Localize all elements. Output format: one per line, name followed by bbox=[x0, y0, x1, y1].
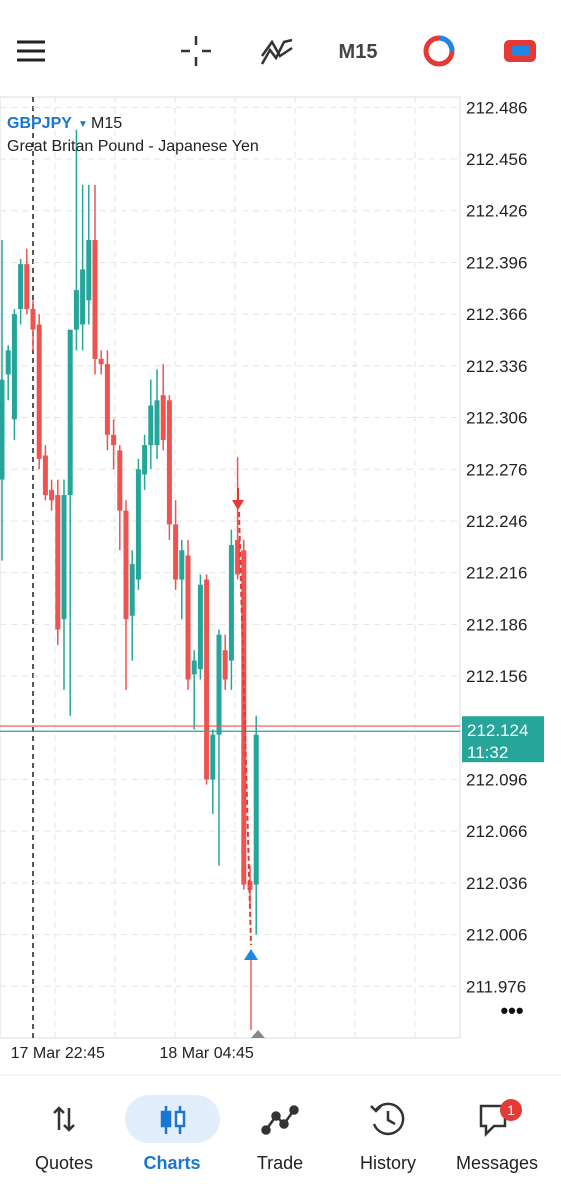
candle-body bbox=[173, 524, 179, 580]
y-tick-label: 211.976 bbox=[466, 977, 526, 996]
nav-item[interactable]: Charts bbox=[143, 1153, 200, 1173]
y-tick-label: 212.036 bbox=[466, 874, 527, 893]
candle-body bbox=[111, 434, 117, 446]
chart bbox=[0, 96, 461, 1039]
candle-body bbox=[222, 650, 228, 680]
x-tick-label: 17 Mar 22:45 bbox=[11, 1045, 105, 1062]
trade-icon bbox=[261, 1105, 299, 1135]
candle-body bbox=[235, 539, 241, 575]
candle-body bbox=[73, 290, 79, 330]
candle-body bbox=[117, 450, 123, 511]
candle-body bbox=[197, 584, 203, 670]
candle-body bbox=[179, 550, 185, 580]
chart-timeframe: M15 bbox=[91, 115, 122, 132]
bid-time: 11:32 bbox=[467, 743, 508, 762]
y-tick-label: 212.456 bbox=[466, 150, 527, 169]
quotes-icon bbox=[53, 1106, 75, 1132]
candle-body bbox=[160, 395, 166, 440]
y-tick-label: 212.366 bbox=[466, 305, 527, 324]
candle-body bbox=[11, 314, 17, 420]
candle-body bbox=[86, 240, 92, 301]
candle-body bbox=[210, 734, 216, 780]
trade-markers bbox=[232, 488, 265, 1038]
charts-icon bbox=[160, 1106, 186, 1134]
y-tick-label: 212.156 bbox=[466, 667, 527, 686]
active-pill bbox=[125, 1095, 220, 1143]
candle-body bbox=[191, 660, 197, 675]
candle-body bbox=[216, 634, 222, 735]
candle-body bbox=[241, 550, 247, 885]
grid bbox=[54, 97, 416, 1038]
history-icon bbox=[370, 1102, 405, 1136]
more-button[interactable]: ••• bbox=[500, 998, 523, 1023]
indicators-button[interactable] bbox=[260, 38, 293, 65]
nav-item[interactable]: History bbox=[360, 1153, 416, 1173]
y-tick-label: 212.096 bbox=[466, 770, 527, 789]
x-tick-label: 18 Mar 04:45 bbox=[159, 1045, 253, 1062]
candle-body bbox=[104, 364, 110, 435]
nav-item[interactable]: Trade bbox=[257, 1153, 303, 1173]
candle-body bbox=[80, 269, 86, 325]
candle-body bbox=[253, 734, 259, 885]
account-button[interactable] bbox=[504, 40, 536, 62]
nav-item[interactable]: Quotes bbox=[35, 1153, 93, 1173]
bid-label-box bbox=[462, 716, 544, 763]
candle-body bbox=[247, 881, 253, 890]
crosshair-button[interactable] bbox=[181, 36, 211, 66]
y-tick-label: 212.306 bbox=[466, 409, 527, 428]
candle-body bbox=[129, 564, 135, 616]
candle-body bbox=[42, 455, 48, 496]
y-tick-label: 212.186 bbox=[466, 615, 527, 634]
candle-body bbox=[142, 445, 148, 475]
candle-body bbox=[154, 400, 160, 446]
bid-label: 212.124 bbox=[467, 721, 528, 740]
candle-body bbox=[24, 264, 30, 309]
candle-body bbox=[166, 400, 172, 525]
candle-body bbox=[30, 308, 36, 330]
candle-body bbox=[67, 329, 73, 496]
trade-button[interactable] bbox=[423, 35, 455, 67]
symbol-description: Great Britan Pound - Japanese Yen bbox=[7, 138, 259, 155]
menu-button[interactable] bbox=[17, 40, 45, 62]
timeframe-button[interactable]: M15 bbox=[339, 41, 378, 63]
candle-body bbox=[55, 495, 61, 630]
y-tick-label: 212.006 bbox=[466, 926, 527, 945]
y-tick-label: 212.486 bbox=[466, 98, 527, 117]
candle-body bbox=[185, 555, 191, 680]
candle-body bbox=[0, 379, 5, 480]
candle-body bbox=[61, 495, 67, 620]
symbol[interactable]: GBPJPY bbox=[7, 115, 72, 132]
badge-count: 1 bbox=[507, 1102, 515, 1118]
y-tick-label: 212.276 bbox=[466, 460, 527, 479]
symbol-dropdown[interactable]: ▼ bbox=[78, 119, 88, 130]
badge bbox=[500, 1099, 522, 1121]
candle-body bbox=[148, 405, 154, 446]
candle-body bbox=[123, 510, 129, 620]
y-tick-label: 212.066 bbox=[466, 822, 527, 841]
y-tick-label: 212.396 bbox=[466, 253, 527, 272]
y-tick-label: 212.216 bbox=[466, 564, 527, 583]
candle-body bbox=[18, 264, 24, 309]
candle-body bbox=[92, 240, 98, 359]
candle-body bbox=[49, 489, 55, 501]
y-tick-label: 212.426 bbox=[466, 202, 527, 221]
candle-body bbox=[98, 358, 104, 365]
candle-body bbox=[36, 324, 42, 459]
candle-body bbox=[5, 350, 11, 375]
y-tick-label: 212.246 bbox=[466, 512, 527, 531]
candle-body bbox=[135, 469, 141, 580]
y-tick-label: 212.336 bbox=[466, 357, 527, 376]
nav-item[interactable]: Messages bbox=[456, 1153, 538, 1173]
candle-body bbox=[204, 579, 210, 780]
candle-body bbox=[228, 545, 234, 661]
